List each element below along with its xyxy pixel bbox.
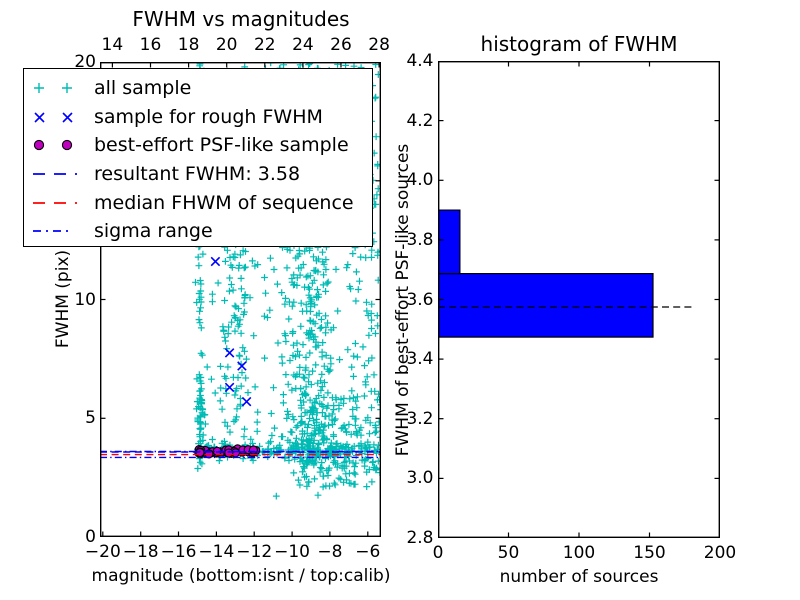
- median-dashed-line-icon: [28, 192, 86, 214]
- right-plot-area: .tk{stroke:#000;stroke-width:1.2;fill:no…: [438, 61, 720, 538]
- tick-label: 4.4: [406, 51, 434, 71]
- right-plot-title: histogram of FWHM: [480, 32, 678, 56]
- tick-label: 4.2: [406, 110, 434, 131]
- legend-label: best-effort PSF-like sample: [94, 134, 349, 157]
- legend-item-rough-fwhm: sample for rough FWHM: [24, 103, 372, 132]
- legend-label: median FHWM of sequence: [94, 191, 354, 214]
- tick-label: −6: [355, 541, 381, 562]
- tick-label: 16: [139, 35, 162, 55]
- sigma-dashdot-line-icon: [28, 220, 86, 242]
- tick-label: 0: [85, 527, 96, 547]
- legend-item-psf-sample: best-effort PSF-like sample: [24, 131, 372, 160]
- tick-label: 10: [74, 289, 96, 310]
- tick-label: −14: [198, 541, 235, 562]
- psf-sample-circle-icon: [28, 134, 86, 156]
- tick-label: 0: [432, 542, 444, 563]
- left-plot-title: FWHM vs magnitudes: [132, 7, 350, 31]
- resultant-dashed-line-icon: [28, 163, 86, 185]
- tick-label: 3.0: [406, 468, 434, 489]
- tick-label: 26: [330, 35, 352, 55]
- left-plot-ylabel: FWHM (pix): [53, 249, 73, 349]
- legend: all sample sample for rough FWHM best-ef…: [23, 68, 373, 247]
- legend-item-sigma-range: sigma range: [24, 217, 372, 246]
- tick-label: 24: [292, 35, 314, 55]
- tick-label: 18: [177, 35, 200, 55]
- right-plot-xlabel: number of sources: [499, 567, 659, 587]
- tick-label: 20: [74, 52, 96, 72]
- tick-label: −8: [317, 541, 343, 562]
- tick-label: 28: [368, 35, 390, 55]
- tick-label: −16: [160, 541, 197, 562]
- tick-label: 22: [253, 35, 276, 55]
- legend-label: resultant FWHM: 3.58: [94, 163, 301, 186]
- left-plot-xlabel: magnitude (bottom:isnt / top:calib): [91, 566, 391, 586]
- all-sample-plus-icon: [28, 77, 86, 99]
- legend-label: sigma range: [94, 220, 213, 243]
- tick-label: −10: [274, 541, 311, 562]
- tick-label: 3.4: [406, 349, 434, 370]
- tick-label: −20: [84, 541, 121, 562]
- legend-item-median-fhwm: median FHWM of sequence: [24, 188, 372, 217]
- tick-label: 50: [497, 542, 520, 563]
- tick-label: 100: [562, 542, 596, 563]
- legend-label: sample for rough FWHM: [94, 105, 323, 128]
- tick-label: 4.0: [406, 170, 434, 191]
- legend-item-all-sample: all sample: [24, 74, 372, 103]
- tick-label: 2.8: [406, 528, 434, 548]
- tick-label: −12: [236, 541, 273, 562]
- tick-label: 150: [633, 542, 666, 563]
- tick-label: 5: [85, 408, 96, 429]
- tick-label: 3.6: [406, 289, 434, 310]
- tick-label: 14: [101, 35, 124, 55]
- left-plot-area: .tk{stroke:#000;stroke-width:1.2;fill:no…: [100, 62, 381, 537]
- rough-sample-cross-icon: [28, 106, 86, 128]
- legend-label: all sample: [94, 77, 192, 100]
- tick-label: 20: [215, 35, 238, 55]
- tick-label: 200: [703, 542, 737, 563]
- tick-label: −18: [122, 541, 159, 562]
- tick-label: 3.8: [406, 229, 434, 250]
- tick-label: 3.2: [406, 408, 434, 429]
- legend-item-resultant-fwhm: resultant FWHM: 3.58: [24, 160, 372, 189]
